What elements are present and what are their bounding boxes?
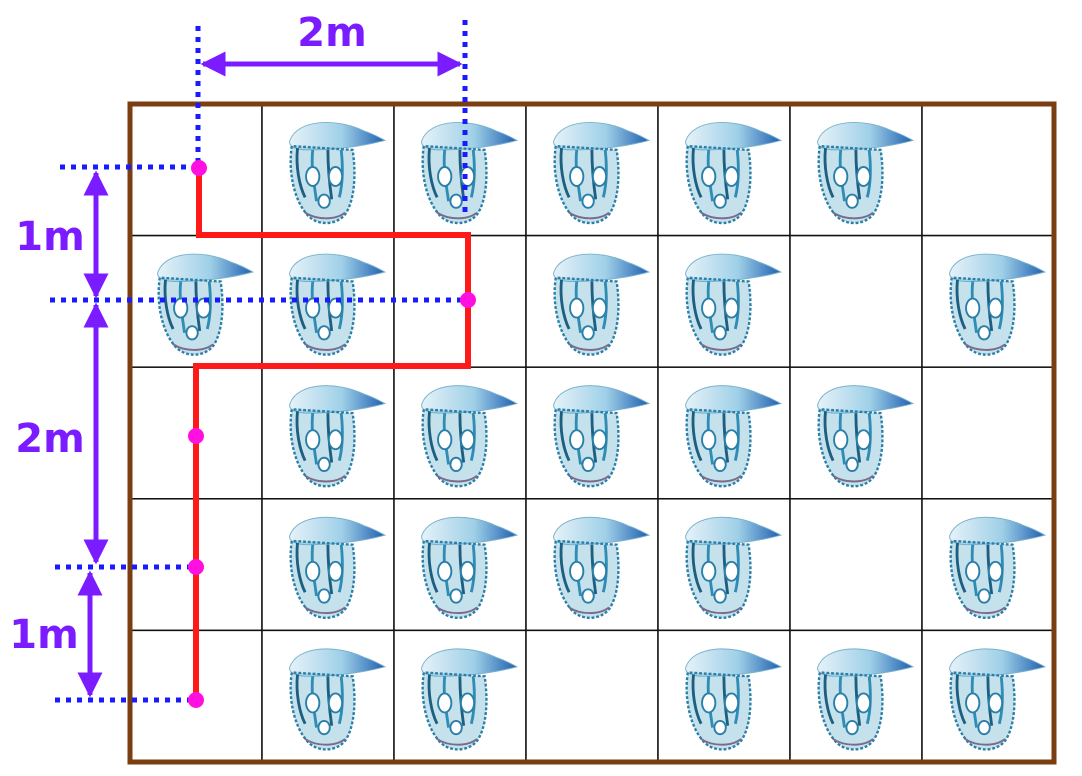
guide-lines xyxy=(50,20,468,703)
point-lower xyxy=(188,559,204,575)
label-left-2: 2m xyxy=(15,416,85,462)
grid xyxy=(129,103,1055,763)
label-left-3: 1m xyxy=(9,612,79,658)
dimension-arrows xyxy=(77,51,463,698)
grid-cell xyxy=(921,103,1055,237)
field-border xyxy=(127,101,1057,765)
label-top-width: 2m xyxy=(297,10,367,56)
point-end xyxy=(188,692,204,708)
grid-cell xyxy=(525,629,659,763)
grid-cell xyxy=(921,366,1055,500)
path-points xyxy=(188,160,476,708)
grid-cell xyxy=(789,498,923,632)
grid-cell xyxy=(789,234,923,368)
point-turn xyxy=(460,292,476,308)
point-mid xyxy=(188,428,204,444)
point-start xyxy=(191,160,207,176)
label-left-1: 1m xyxy=(15,214,85,260)
